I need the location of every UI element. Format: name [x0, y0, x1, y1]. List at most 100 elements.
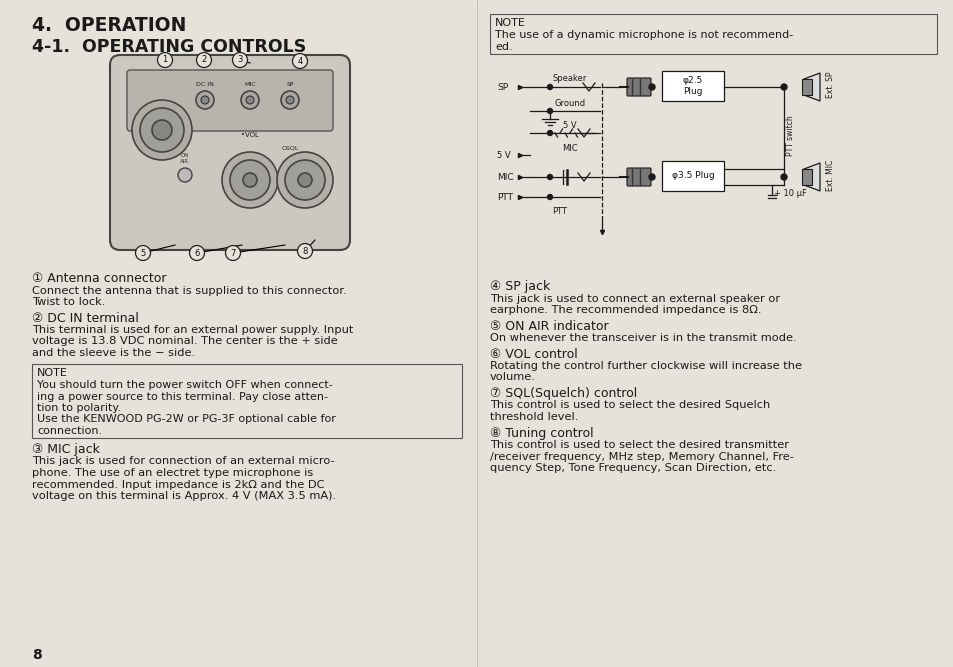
Text: ⑦ SQL(Squelch) control: ⑦ SQL(Squelch) control	[490, 387, 637, 400]
Circle shape	[140, 108, 184, 152]
Circle shape	[243, 173, 256, 187]
Circle shape	[222, 152, 277, 208]
Circle shape	[781, 174, 786, 180]
Text: /receiver frequency, MHz step, Memory Channel, Fre-: /receiver frequency, MHz step, Memory Ch…	[490, 452, 793, 462]
Text: Connect the antenna that is supplied to this connector.: Connect the antenna that is supplied to …	[32, 285, 346, 295]
Text: quency Step, Tone Frequency, Scan Direction, etc.: quency Step, Tone Frequency, Scan Direct…	[490, 463, 776, 473]
Circle shape	[547, 109, 552, 113]
Text: 5 V: 5 V	[497, 151, 510, 159]
Text: 1: 1	[162, 55, 168, 65]
Text: MIC: MIC	[244, 82, 255, 87]
Text: φ3.5 Plug: φ3.5 Plug	[671, 171, 714, 181]
Circle shape	[225, 245, 240, 261]
Bar	[661, 71, 723, 101]
FancyBboxPatch shape	[127, 70, 333, 131]
Bar	[490, 14, 936, 54]
Text: 2: 2	[201, 55, 207, 65]
Text: ⑧ Tuning control: ⑧ Tuning control	[490, 426, 593, 440]
Circle shape	[276, 152, 333, 208]
Text: connection.: connection.	[37, 426, 102, 436]
Circle shape	[547, 85, 552, 89]
Circle shape	[196, 53, 212, 67]
Text: ON
AIR: ON AIR	[180, 153, 190, 164]
Text: •VOL: •VOL	[241, 132, 258, 138]
Circle shape	[286, 96, 294, 104]
Text: This terminal is used for an external power supply. Input: This terminal is used for an external po…	[32, 325, 353, 335]
Circle shape	[297, 173, 312, 187]
Text: 5: 5	[140, 249, 146, 257]
Circle shape	[648, 84, 655, 90]
Text: φ2.5
Plug: φ2.5 Plug	[682, 76, 702, 95]
Text: On whenever the transceiver is in the transmit mode.: On whenever the transceiver is in the tr…	[490, 333, 796, 343]
Bar	[32, 364, 461, 438]
Text: 3: 3	[237, 55, 242, 65]
Text: 8: 8	[302, 247, 308, 255]
Text: + 10 μF: + 10 μF	[773, 189, 806, 198]
Text: ③ MIC jack: ③ MIC jack	[32, 443, 100, 456]
Text: Ground: Ground	[554, 99, 585, 108]
Text: 5 V: 5 V	[562, 121, 577, 130]
Bar	[661, 161, 723, 191]
Text: Use the KENWOOD PG-2W or PG-3F optional cable for: Use the KENWOOD PG-2W or PG-3F optional …	[37, 414, 335, 424]
Polygon shape	[803, 163, 820, 191]
Circle shape	[201, 96, 209, 104]
Text: ④ SP jack: ④ SP jack	[490, 280, 550, 293]
Circle shape	[246, 96, 253, 104]
Text: ⑤ ON AIR indicator: ⑤ ON AIR indicator	[490, 319, 608, 333]
Circle shape	[297, 243, 313, 259]
Circle shape	[547, 195, 552, 199]
Text: 8: 8	[32, 648, 42, 662]
Text: voltage on this terminal is Approx. 4 V (MAX 3.5 mA).: voltage on this terminal is Approx. 4 V …	[32, 491, 335, 501]
Text: 7: 7	[230, 249, 235, 257]
Text: NOTE: NOTE	[495, 18, 525, 28]
Text: DC IN: DC IN	[196, 82, 213, 87]
Bar	[801, 169, 811, 185]
Text: and the sleeve is the − side.: and the sleeve is the − side.	[32, 348, 195, 358]
Text: recommended. Input impedance is 2kΩ and the DC: recommended. Input impedance is 2kΩ and …	[32, 480, 324, 490]
Text: 4: 4	[297, 57, 302, 65]
Text: voltage is 13.8 VDC nominal. The center is the + side: voltage is 13.8 VDC nominal. The center …	[32, 336, 337, 346]
Circle shape	[230, 160, 270, 200]
FancyBboxPatch shape	[626, 78, 650, 96]
Circle shape	[157, 53, 172, 67]
Text: ⑥ VOL control: ⑥ VOL control	[490, 348, 578, 360]
Circle shape	[190, 245, 204, 261]
FancyBboxPatch shape	[110, 55, 350, 250]
Text: You should turn the power switch OFF when connect-: You should turn the power switch OFF whe…	[37, 380, 333, 390]
Text: MIC: MIC	[561, 144, 578, 153]
Text: phone. The use of an electret type microphone is: phone. The use of an electret type micro…	[32, 468, 313, 478]
Text: earphone. The recommended impedance is 8Ω.: earphone. The recommended impedance is 8…	[490, 305, 760, 315]
Circle shape	[132, 100, 192, 160]
Text: PTT switch: PTT switch	[785, 115, 794, 156]
Text: SP: SP	[497, 83, 508, 91]
Circle shape	[195, 91, 213, 109]
Text: ing a power source to this terminal. Pay close atten-: ing a power source to this terminal. Pay…	[37, 392, 328, 402]
Text: tion to polarity.: tion to polarity.	[37, 403, 121, 413]
Circle shape	[178, 168, 192, 182]
Text: 4.  OPERATION: 4. OPERATION	[32, 16, 186, 35]
Text: threshold level.: threshold level.	[490, 412, 578, 422]
Text: This control is used to select the desired Squelch: This control is used to select the desir…	[490, 400, 769, 410]
Text: Ext. MIC: Ext. MIC	[825, 159, 834, 191]
Text: Twist to lock.: Twist to lock.	[32, 297, 105, 307]
Circle shape	[547, 131, 552, 135]
Text: NOTE: NOTE	[37, 368, 68, 378]
Text: PTT: PTT	[552, 207, 567, 216]
FancyBboxPatch shape	[626, 168, 650, 186]
Text: PTT: PTT	[497, 193, 513, 201]
Text: MIC: MIC	[497, 173, 513, 181]
Text: ② DC IN terminal: ② DC IN terminal	[32, 311, 139, 325]
Circle shape	[293, 53, 307, 69]
Text: volume.: volume.	[490, 372, 536, 382]
Circle shape	[281, 91, 298, 109]
Text: This control is used to select the desired transmitter: This control is used to select the desir…	[490, 440, 788, 450]
Text: Rotating the control further clockwise will increase the: Rotating the control further clockwise w…	[490, 361, 801, 371]
Text: ed.: ed.	[495, 42, 512, 52]
Text: This jack is used to connect an external speaker or: This jack is used to connect an external…	[490, 293, 780, 303]
Text: This jack is used for connection of an external micro-: This jack is used for connection of an e…	[32, 456, 335, 466]
Circle shape	[781, 84, 786, 90]
Circle shape	[285, 160, 325, 200]
Text: SP: SP	[286, 82, 294, 87]
Text: 4-1.  OPERATING CONTROLS: 4-1. OPERATING CONTROLS	[32, 38, 306, 56]
Bar	[801, 79, 811, 95]
